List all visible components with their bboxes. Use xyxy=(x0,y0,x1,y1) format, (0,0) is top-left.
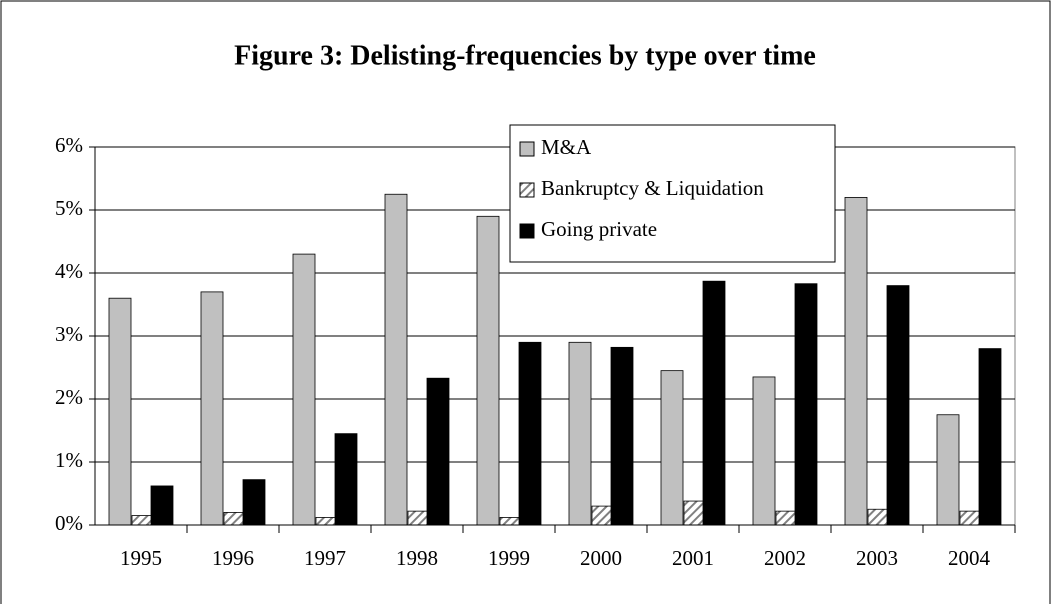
bar xyxy=(752,376,776,526)
bar xyxy=(702,280,726,526)
legend-swatch xyxy=(519,182,535,198)
bar xyxy=(610,346,634,526)
chart-title: Figure 3: Delisting-frequencies by type … xyxy=(234,40,816,71)
x-tick-label: 1996 xyxy=(212,546,254,570)
y-tick-label: 6% xyxy=(55,133,83,157)
legend-label: Bankruptcy & Liquidation xyxy=(541,176,764,200)
bar xyxy=(334,433,358,526)
x-tick-label: 1998 xyxy=(396,546,438,570)
bar xyxy=(886,285,910,526)
bar xyxy=(660,370,684,526)
bar xyxy=(936,414,960,526)
x-tick-label: 1997 xyxy=(304,546,346,570)
bar xyxy=(242,479,266,526)
bar xyxy=(568,341,592,526)
y-tick-label: 4% xyxy=(55,259,83,283)
legend: M&A Bankruptcy & Liquidation Going private xyxy=(509,124,836,263)
x-tick-label: 2002 xyxy=(764,546,806,570)
legend-box xyxy=(509,124,836,263)
legend-swatch xyxy=(519,223,535,239)
bar xyxy=(978,348,1002,526)
y-tick-label: 5% xyxy=(55,196,83,220)
bar xyxy=(518,341,542,526)
bar xyxy=(150,485,174,526)
bar xyxy=(384,193,408,526)
x-tick-label: 2003 xyxy=(856,546,898,570)
x-tick-label: 1999 xyxy=(488,546,530,570)
x-tick-label: 2001 xyxy=(672,546,714,570)
x-tick-label: 1995 xyxy=(120,546,162,570)
x-tick-label: 2000 xyxy=(580,546,622,570)
legend-swatch xyxy=(519,141,535,157)
bar xyxy=(844,196,868,526)
bar xyxy=(292,253,316,526)
y-tick-label: 3% xyxy=(55,322,83,346)
bar xyxy=(200,291,224,526)
x-tick-label: 2004 xyxy=(948,546,991,570)
y-tick-label: 0% xyxy=(55,511,83,535)
bar xyxy=(108,297,132,526)
legend-label: M&A xyxy=(541,135,592,159)
bar xyxy=(426,377,450,526)
y-tick-label: 1% xyxy=(55,448,83,472)
bar xyxy=(476,215,500,526)
bar xyxy=(794,283,818,526)
legend-label: Going private xyxy=(541,217,657,241)
y-tick-label: 2% xyxy=(55,385,83,409)
